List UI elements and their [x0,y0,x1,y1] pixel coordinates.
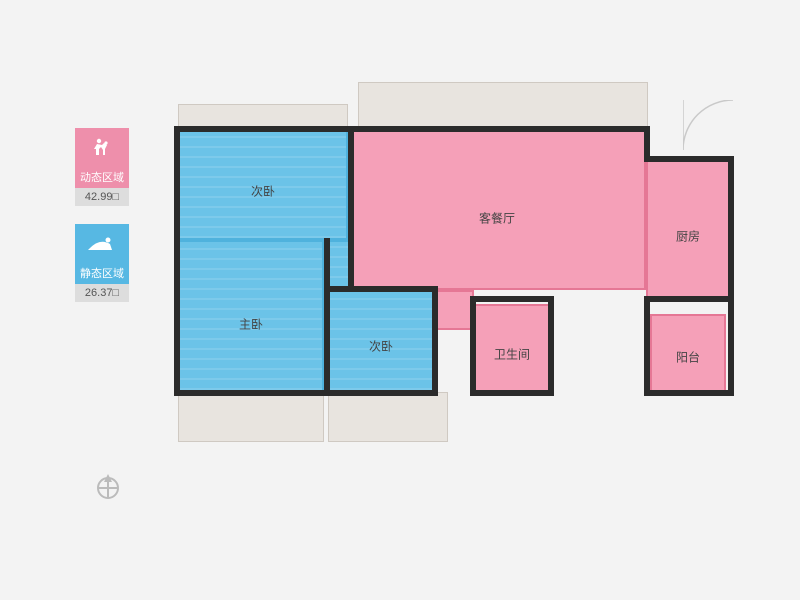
wall-segment [328,390,438,396]
room-label: 厨房 [676,227,700,244]
exterior-slab [358,82,648,130]
legend: 动态区域 42.99□ 静态区域 26.37□ [75,128,135,320]
dynamic-zone-icon [75,128,129,168]
compass-icon [92,470,124,502]
legend-dynamic: 动态区域 42.99□ [75,128,135,206]
room-label: 主卧 [239,315,263,332]
wall-segment [548,296,554,396]
wall-segment [174,126,180,396]
wall-segment [728,156,734,396]
exterior-slab [328,392,448,442]
wall-segment [470,296,476,396]
wall-segment [644,296,650,396]
legend-static: 静态区域 26.37□ [75,224,135,302]
room-label: 次卧 [369,338,393,355]
wall-segment [432,286,438,394]
wall-segment [324,238,330,396]
legend-dynamic-value: 42.99□ [75,188,129,206]
room-label: 客餐厅 [479,210,515,227]
wall-segment [644,126,650,156]
floor-plan: 次卧主卧次卧客餐厅卫生间厨房阳台 [178,82,748,452]
wall-segment [174,126,350,132]
wall-segment [354,126,650,132]
door-arc-icon [683,100,743,160]
legend-static-value: 26.37□ [75,284,129,302]
wall-segment [348,126,354,290]
wall-segment [328,286,438,292]
static-zone-icon [75,224,129,264]
wall-segment [644,296,734,302]
wall-segment [470,296,550,302]
room-label: 卫生间 [494,345,530,362]
legend-static-label: 静态区域 [75,264,129,284]
exterior-slab [178,392,324,442]
legend-dynamic-label: 动态区域 [75,168,129,188]
wall-segment [174,390,330,396]
room-label: 次卧 [251,182,275,199]
wall-segment [470,390,550,396]
room-label: 阳台 [676,348,700,365]
wall-segment [644,390,734,396]
room-living-ext [434,290,474,330]
